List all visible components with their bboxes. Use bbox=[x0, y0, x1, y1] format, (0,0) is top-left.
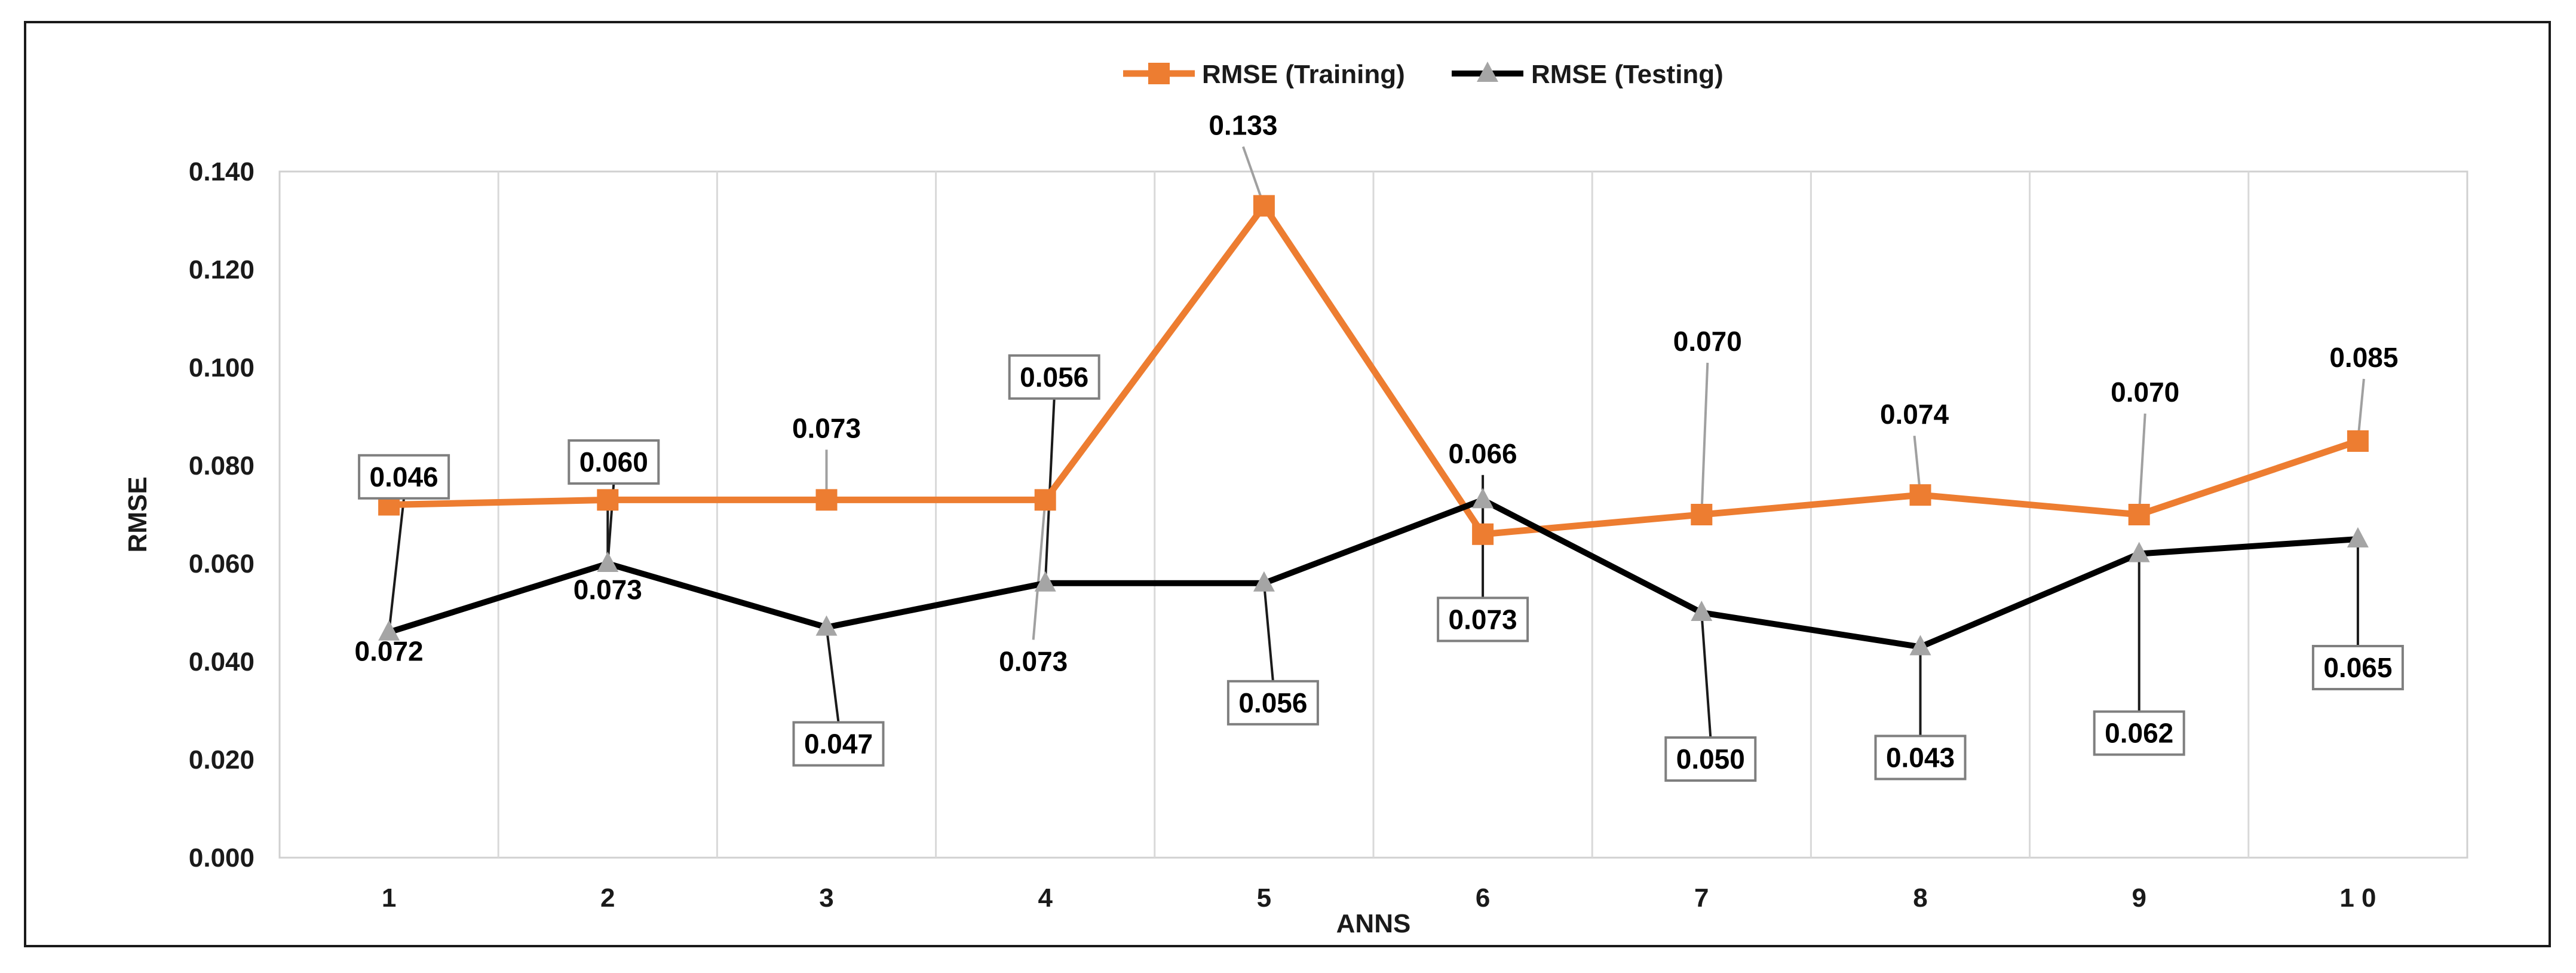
legend: RMSE (Training) RMSE (Testing) bbox=[1123, 60, 1724, 89]
y-tick-label: 0.100 bbox=[189, 353, 254, 383]
x-tick-label: 4 bbox=[1038, 883, 1053, 913]
training-marker bbox=[1472, 523, 1494, 545]
training-marker bbox=[2347, 430, 2369, 452]
testing-data-label: 0.073 bbox=[1449, 604, 1517, 635]
testing-label-box bbox=[1226, 680, 1319, 726]
testing-data-label: 0.050 bbox=[1676, 743, 1745, 775]
y-tick-label: 0.060 bbox=[189, 549, 254, 579]
testing-label-box bbox=[2311, 645, 2404, 690]
testing-marker bbox=[2347, 527, 2369, 547]
x-tick-label: 1 bbox=[382, 883, 396, 913]
training-marker bbox=[2128, 504, 2150, 525]
testing-label-leader bbox=[388, 498, 406, 633]
testing-data-label: 0.060 bbox=[579, 446, 648, 478]
training-data-label: 0.070 bbox=[1673, 326, 1742, 357]
testing-series-line bbox=[388, 496, 2359, 650]
legend-training-marker bbox=[1148, 63, 1170, 84]
training-marker bbox=[815, 489, 838, 511]
testing-label-box bbox=[568, 439, 660, 485]
training-data-label: 0.074 bbox=[1880, 399, 1949, 430]
x-tick-label: 2 bbox=[600, 883, 615, 913]
testing-marker bbox=[1253, 571, 1275, 592]
testing-data-label: 0.046 bbox=[370, 461, 438, 492]
y-tick-label: 0.020 bbox=[189, 745, 254, 775]
testing-label-box bbox=[1437, 596, 1529, 642]
y-tick-label: 0.040 bbox=[189, 647, 254, 677]
testing-marker bbox=[815, 615, 838, 636]
data-labels: 0.072 0.073 0.073 0.073 0.133 0.066 0.070 0.074… bbox=[355, 109, 2404, 782]
training-data-label: 0.073 bbox=[792, 412, 861, 443]
testing-data-label: 0.047 bbox=[804, 729, 873, 760]
x-tick-label: 9 bbox=[2132, 883, 2146, 913]
training-marker bbox=[1691, 504, 1713, 525]
testing-label-box bbox=[792, 721, 885, 767]
testing-label-box bbox=[1874, 735, 1967, 781]
training-series-line bbox=[388, 200, 2359, 538]
testing-label-leader bbox=[825, 627, 840, 723]
testing-data-label: 0.056 bbox=[1238, 687, 1307, 718]
testing-marker bbox=[1909, 635, 1931, 656]
testing-label-box bbox=[1664, 736, 1757, 782]
y-axis-title: RMSE bbox=[123, 476, 152, 552]
legend-training-label: RMSE (Training) bbox=[1202, 60, 1405, 89]
training-marker bbox=[1253, 195, 1275, 217]
training-data-label: 0.085 bbox=[2329, 342, 2398, 373]
training-data-label: 0.073 bbox=[574, 574, 642, 605]
y-tick-label: 0.120 bbox=[189, 255, 254, 284]
testing-marker bbox=[2128, 541, 2150, 562]
testing-label-box bbox=[1008, 354, 1100, 400]
training-label-leader bbox=[1700, 362, 1709, 515]
y-tick-label: 0.000 bbox=[189, 843, 254, 873]
testing-label-leader bbox=[1262, 583, 1274, 681]
x-tick-label: 6 bbox=[1476, 883, 1490, 913]
training-marker bbox=[1909, 484, 1931, 506]
testing-marker bbox=[597, 552, 619, 572]
legend-testing-marker bbox=[1477, 62, 1498, 82]
testing-data-label: 0.065 bbox=[2323, 652, 2392, 683]
gridlines bbox=[497, 172, 2250, 858]
testing-marker bbox=[1472, 488, 1494, 509]
training-marker bbox=[597, 489, 619, 511]
testing-data-label: 0.062 bbox=[2105, 718, 2173, 749]
x-tick-label: 7 bbox=[1694, 883, 1709, 913]
testing-data-label: 0.056 bbox=[1020, 362, 1088, 393]
training-data-label: 0.070 bbox=[2111, 377, 2179, 408]
x-tick-label: 8 bbox=[1913, 883, 1927, 913]
series-lines bbox=[388, 200, 2359, 650]
training-data-label: 0.072 bbox=[355, 636, 424, 667]
x-tick-label: 5 bbox=[1257, 883, 1271, 913]
training-label-leader bbox=[2138, 413, 2146, 515]
testing-label-leader bbox=[1700, 612, 1712, 738]
testing-marker bbox=[1691, 601, 1713, 621]
x-tick-label: 3 bbox=[819, 883, 833, 913]
y-tick-label: 0.140 bbox=[189, 157, 254, 186]
x-tick-label: 1 0 bbox=[2339, 883, 2376, 913]
training-marker bbox=[1034, 489, 1056, 511]
testing-label-box bbox=[2093, 710, 2185, 756]
training-data-label: 0.133 bbox=[1209, 109, 1277, 140]
training-label-leader bbox=[1032, 500, 1047, 640]
training-data-label: 0.073 bbox=[999, 645, 1068, 677]
testing-label-box bbox=[358, 454, 450, 500]
y-axis-ticks: 0.000 0.020 0.040 0.060 0.080 0.100 0.120 0.140 bbox=[189, 157, 254, 873]
y-tick-label: 0.080 bbox=[189, 451, 254, 481]
legend-testing-label: RMSE (Testing) bbox=[1531, 60, 1724, 89]
x-axis-title: ANNS bbox=[1336, 909, 1411, 938]
training-data-label: 0.066 bbox=[1449, 438, 1517, 469]
testing-data-label: 0.043 bbox=[1886, 742, 1955, 773]
x-axis-ticks: 1 2 3 4 5 6 7 8 9 1 0 bbox=[382, 883, 2376, 913]
testing-marker bbox=[378, 620, 400, 641]
testing-marker bbox=[1034, 571, 1056, 592]
